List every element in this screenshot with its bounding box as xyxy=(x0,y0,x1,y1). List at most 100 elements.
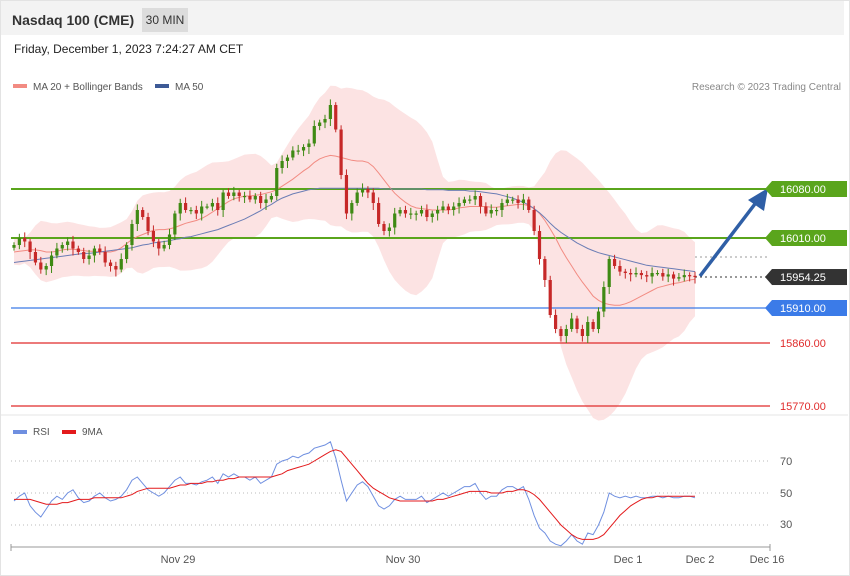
candle-body xyxy=(339,129,343,175)
candle-body xyxy=(350,203,354,214)
candle-body xyxy=(688,275,692,277)
candle-body xyxy=(280,161,284,168)
candle-body xyxy=(334,105,338,130)
legend-ma50-swatch xyxy=(155,84,169,88)
candle-body xyxy=(60,245,64,249)
candle-body xyxy=(301,147,306,151)
candle-body xyxy=(607,259,611,287)
candle-body xyxy=(511,199,515,201)
candle-body xyxy=(17,238,21,245)
level-badge-pointer xyxy=(765,230,772,246)
top-bar: Nasdaq 100 (CME) 30 MIN xyxy=(1,1,844,35)
candle-body xyxy=(430,213,434,217)
candle-body xyxy=(462,199,467,203)
candle-body xyxy=(98,248,102,252)
level-label: 16080.00 xyxy=(780,184,826,196)
candle-body xyxy=(409,213,413,215)
candle-body xyxy=(173,213,177,235)
candle-body xyxy=(103,252,107,263)
candle-body xyxy=(377,203,381,224)
candle-body xyxy=(500,203,504,210)
candle-body xyxy=(661,273,665,277)
candle-body xyxy=(693,275,697,277)
candle-body xyxy=(387,227,391,231)
candle-body xyxy=(591,322,595,329)
rsi-tick-label: 70 xyxy=(780,456,792,468)
candle-body xyxy=(264,199,268,203)
candle-body xyxy=(248,196,252,200)
candle-body xyxy=(677,277,681,279)
candle-body xyxy=(259,196,263,203)
candle-body xyxy=(666,274,670,277)
timeframe-button[interactable]: 30 MIN xyxy=(142,8,188,32)
level-label: 15954.25 xyxy=(780,272,826,284)
candle-body xyxy=(189,210,193,212)
candle-body xyxy=(553,315,558,329)
rsi-tick-label: 30 xyxy=(780,519,792,531)
candle-body xyxy=(371,192,375,203)
candle-body xyxy=(23,238,27,242)
candle-body xyxy=(82,252,86,259)
candle-body xyxy=(532,210,536,231)
candle-body xyxy=(318,122,322,126)
candle-body xyxy=(323,119,327,123)
candle-body xyxy=(629,273,633,275)
level-badge-pointer xyxy=(765,269,772,286)
candle-body xyxy=(366,189,370,193)
candle-body xyxy=(119,259,123,270)
candle-body xyxy=(398,210,402,214)
candle-body xyxy=(355,192,359,203)
candle-body xyxy=(548,280,552,315)
candle-body xyxy=(87,255,91,259)
candle-body xyxy=(285,157,290,161)
candle-body xyxy=(639,273,643,276)
candle-body xyxy=(516,199,520,203)
candle-body xyxy=(436,210,440,214)
candle-body xyxy=(634,273,638,275)
candle-body xyxy=(382,224,386,231)
candle-body xyxy=(200,206,204,214)
candle-body xyxy=(414,213,418,215)
candle-body xyxy=(457,203,461,207)
candle-body xyxy=(452,206,456,210)
candle-body xyxy=(242,196,247,198)
candle-body xyxy=(146,217,150,231)
candle-body xyxy=(468,199,472,201)
candle-body xyxy=(494,210,499,212)
legend-ma20-label: MA 20 + Bollinger Bands xyxy=(33,82,143,93)
candle-body xyxy=(425,210,429,217)
candle-body xyxy=(232,192,236,196)
legend-ma20-swatch xyxy=(13,84,27,88)
level-label: 15910.00 xyxy=(780,303,826,315)
x-tick-label: Dec 1 xyxy=(614,554,643,566)
candle-body xyxy=(596,311,601,329)
candle-body xyxy=(446,206,450,210)
legend-rsi-ma-label: 9MA xyxy=(82,427,103,438)
level-badge xyxy=(772,181,847,197)
candle-body xyxy=(28,241,32,252)
x-tick-label: Nov 29 xyxy=(161,554,196,566)
candle-body xyxy=(141,210,145,217)
level-badge xyxy=(772,230,847,246)
x-tick-label: Nov 30 xyxy=(386,554,421,566)
candle-body xyxy=(602,287,606,312)
candle-body xyxy=(580,329,584,336)
candle-body xyxy=(49,255,54,266)
candle-body xyxy=(473,196,477,200)
candle-body xyxy=(505,199,509,203)
level-label: 15770.00 xyxy=(780,401,826,413)
candle-body xyxy=(178,203,182,214)
instrument-title: Nasdaq 100 (CME) xyxy=(12,12,135,28)
candle-body xyxy=(419,210,424,214)
candle-body xyxy=(575,318,579,329)
candle-body xyxy=(167,234,172,245)
candle-body xyxy=(269,196,273,200)
candle-body xyxy=(55,248,59,256)
candle-body xyxy=(183,203,188,210)
candle-body xyxy=(221,192,225,210)
x-tick-label: Dec 16 xyxy=(750,554,785,566)
bollinger-band xyxy=(14,85,695,421)
candle-body xyxy=(393,213,397,228)
candle-body xyxy=(162,245,166,249)
